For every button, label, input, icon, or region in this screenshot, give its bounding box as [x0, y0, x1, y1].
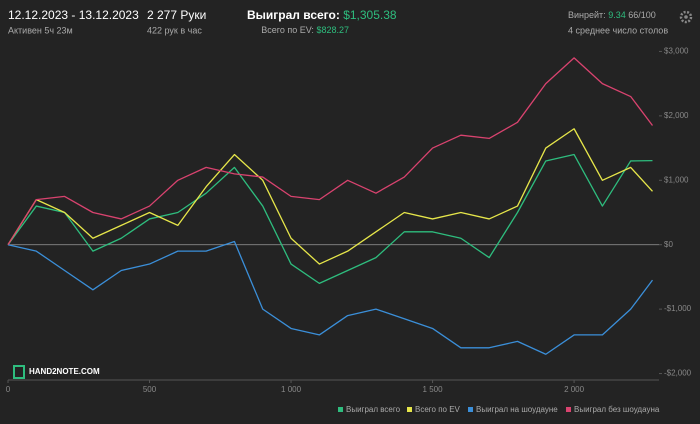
- series-line: [7, 57, 654, 246]
- legend-swatch: [468, 407, 473, 412]
- tables: 4 среднее число столов: [568, 25, 668, 35]
- winrate: Винрейт: 9.34 66/100: [568, 10, 656, 20]
- x-tick-label: 2 000: [564, 385, 585, 394]
- y-tick-label: $1,000: [664, 175, 689, 184]
- x-tick-label: 1 000: [281, 385, 302, 394]
- legend-label: Выиграл на шоудауне: [476, 405, 558, 414]
- x-tick-label: 0: [6, 385, 11, 394]
- legend-item[interactable]: Выиграл без шоудауна: [566, 405, 660, 414]
- y-tick-label: $3,000: [664, 47, 689, 56]
- x-tick-label: 1 500: [423, 385, 444, 394]
- won-summary: Выиграл всего: $1,305.38: [247, 8, 397, 22]
- legend-item[interactable]: Выиграл всего: [338, 405, 401, 414]
- y-tick-label: $0: [664, 240, 673, 249]
- legend-label: Выиграл всего: [346, 405, 401, 414]
- hands-rate: 422 рук в час: [147, 25, 202, 35]
- gear-center[interactable]: [684, 15, 688, 19]
- y-tick-label: -$1,000: [664, 304, 692, 313]
- winrate-unit: 66/100: [628, 10, 656, 20]
- y-tick-label: $2,000: [664, 111, 689, 120]
- gear[interactable]: [679, 10, 693, 24]
- legend-item[interactable]: Всего по EV: [407, 405, 461, 414]
- x-tick-label: 500: [143, 385, 157, 394]
- logo-mark: [13, 365, 25, 379]
- active-time: Активен 5ч 23м: [8, 25, 73, 35]
- won-label: Выиграл всего:: [247, 8, 340, 22]
- series-line: [7, 128, 653, 265]
- legend-swatch: [338, 407, 343, 412]
- winrate-value: 9.34: [608, 10, 626, 20]
- winrate-label: Винрейт:: [568, 10, 606, 20]
- y-tick-label: -$2,000: [664, 369, 692, 378]
- won-value: $1,305.38: [343, 8, 397, 22]
- legend-label: Выиграл без шоудауна: [574, 405, 660, 414]
- ev-summary: Всего по EV: $828.27: [261, 25, 349, 35]
- series-line: [7, 153, 653, 285]
- ev-label: Всего по EV:: [261, 25, 314, 35]
- hands: 2 277 Руки: [147, 8, 206, 22]
- legend-swatch: [566, 407, 571, 412]
- legend-label: Всего по EV: [415, 405, 461, 414]
- legend-swatch: [407, 407, 412, 412]
- settings-icon[interactable]: [679, 10, 693, 24]
- series-line: [7, 240, 654, 355]
- ev-value: $828.27: [316, 25, 349, 35]
- date-range: 12.12.2023 - 13.12.2023: [8, 8, 139, 22]
- legend-item[interactable]: Выиграл на шоудауне: [468, 405, 558, 414]
- logo: HAND2NOTE.COM: [29, 367, 100, 376]
